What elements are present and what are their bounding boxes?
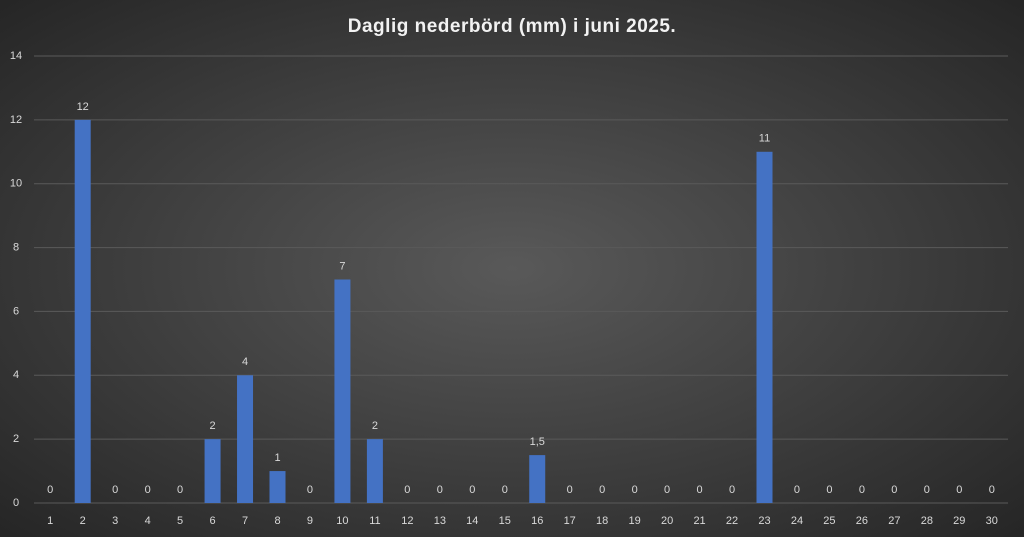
data-label: 2 (210, 420, 216, 432)
data-label: 11 (759, 133, 770, 145)
chart-title: Daglig nederbörd (mm) i juni 2025. (348, 16, 676, 37)
x-tick-label: 29 (953, 515, 965, 527)
x-tick-label: 15 (499, 515, 511, 527)
data-label: 0 (112, 484, 118, 496)
data-label: 0 (956, 484, 962, 496)
bar (237, 375, 254, 503)
data-label: 0 (664, 484, 670, 496)
data-label: 0 (632, 484, 638, 496)
x-tick-label: 9 (307, 515, 313, 527)
data-label: 2 (372, 420, 378, 432)
data-label: 12 (77, 101, 89, 113)
data-label: 0 (891, 484, 897, 496)
x-tick-label: 3 (112, 515, 118, 527)
x-tick-label: 30 (986, 515, 998, 527)
y-tick-label: 0 (13, 497, 19, 509)
data-label: 0 (697, 484, 703, 496)
data-label: 0 (859, 484, 865, 496)
x-tick-label: 4 (145, 515, 151, 527)
x-tick-label: 21 (693, 515, 705, 527)
x-tick-label: 28 (921, 515, 933, 527)
x-tick-label: 12 (401, 515, 413, 527)
x-tick-label: 13 (434, 515, 446, 527)
data-label: 0 (307, 484, 313, 496)
x-tick-label: 24 (791, 515, 803, 527)
bar (334, 279, 351, 503)
data-label: 0 (826, 484, 832, 496)
y-tick-label: 10 (10, 178, 22, 190)
x-tick-label: 7 (242, 515, 248, 527)
data-label: 0 (404, 484, 410, 496)
x-tick-label: 6 (210, 515, 216, 527)
data-label: 7 (339, 260, 345, 272)
bar (74, 119, 91, 503)
x-tick-label: 22 (726, 515, 738, 527)
x-tick-label: 25 (823, 515, 835, 527)
bar (269, 471, 286, 503)
bar (366, 439, 383, 503)
data-label: 1,5 (530, 436, 545, 448)
bar (204, 439, 221, 503)
y-tick-label: 6 (13, 305, 19, 317)
x-tick-label: 2 (80, 515, 86, 527)
data-label: 0 (729, 484, 735, 496)
x-tick-label: 10 (336, 515, 348, 527)
y-tick-label: 12 (10, 114, 22, 126)
y-tick-label: 8 (13, 241, 19, 253)
data-label: 0 (794, 484, 800, 496)
data-label: 0 (469, 484, 475, 496)
data-label: 1 (274, 452, 280, 464)
bar (529, 455, 546, 503)
y-tick-label: 14 (10, 50, 22, 62)
data-label: 0 (177, 484, 183, 496)
data-label: 0 (567, 484, 573, 496)
x-tick-label: 19 (629, 515, 641, 527)
data-label: 0 (989, 484, 995, 496)
data-label: 0 (47, 484, 53, 496)
x-tick-label: 20 (661, 515, 673, 527)
data-label: 0 (599, 484, 605, 496)
x-tick-label: 1 (47, 515, 53, 527)
y-tick-label: 2 (13, 433, 19, 445)
x-tick-label: 27 (888, 515, 900, 527)
data-label: 0 (437, 484, 443, 496)
x-tick-label: 14 (466, 515, 478, 527)
x-tick-label: 23 (758, 515, 770, 527)
x-tick-label: 17 (564, 515, 576, 527)
data-label: 0 (502, 484, 508, 496)
x-tick-label: 8 (274, 515, 280, 527)
bar (756, 151, 773, 504)
x-tick-label: 16 (531, 515, 543, 527)
data-label: 0 (145, 484, 151, 496)
data-label: 4 (242, 356, 248, 368)
y-tick-label: 4 (13, 369, 19, 381)
x-tick-label: 5 (177, 515, 183, 527)
x-tick-label: 26 (856, 515, 868, 527)
x-tick-label: 18 (596, 515, 608, 527)
x-tick-label: 11 (369, 515, 380, 527)
data-label: 0 (924, 484, 930, 496)
